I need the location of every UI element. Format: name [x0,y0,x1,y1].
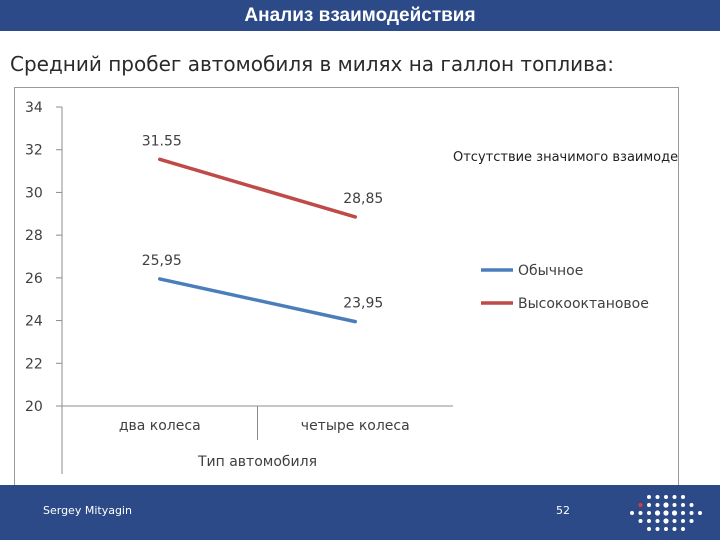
logo-dot [664,495,668,499]
logo-dot [647,527,651,531]
logo-dot [630,511,634,515]
series-line-0 [158,277,357,324]
logo-dot [647,503,651,507]
logo-dot [654,510,661,516]
page-number: 52 [556,504,570,517]
data-label: 23,95 [343,296,383,312]
y-tick-label: 30 [25,185,43,201]
logo-dot [672,519,677,523]
logo-dot [655,495,660,499]
data-point [158,157,162,161]
y-tick-label: 32 [25,143,43,159]
y-tick-label: 26 [25,271,43,287]
data-label: 28,85 [343,191,383,207]
data-point [158,277,162,281]
logo-dot [681,519,685,523]
logo-dot [672,503,677,507]
logo-dot [663,518,669,524]
logo-dot [681,495,685,499]
logo-dot [663,502,669,508]
logo-dot [681,527,685,531]
logo-dot [698,511,702,515]
logo-dot [647,519,651,523]
slide-title: Анализ взаимодействия [0,0,720,31]
y-tick-label: 22 [25,356,43,372]
data-label: 31.55 [142,133,182,149]
data-label: 25,95 [142,253,182,269]
y-tick-label: 34 [25,100,43,116]
logo-dot [655,519,660,523]
logo-dot [681,503,685,507]
logo-dot [638,519,643,523]
y-tick-label: 28 [25,228,43,244]
logo-dot [655,503,660,507]
chart-annotation: Отсутствие значимого взаимодейст [453,150,678,165]
data-point [353,215,357,219]
slide-footer: Sergey Mityagin 52 [0,485,720,540]
legend-label: Высокооктановое [518,296,649,312]
logo-dot [681,511,685,515]
logo-dot [647,495,651,499]
x-tick-label: четыре колеса [301,418,410,434]
y-tick-label: 20 [25,399,43,415]
logo-dot [638,503,643,507]
data-point [353,320,357,324]
logo-dot [655,527,660,531]
x-axis-title: Тип автомобиля [197,454,317,470]
logo-dot [689,503,694,507]
y-tick-label: 24 [25,314,43,330]
logo-dot [671,510,678,516]
slide-subtitle: Средний пробег автомобиля в милях на гал… [10,52,614,76]
x-tick-label: два колеса [119,418,201,434]
logo-dot [689,519,694,523]
logo-dot [647,511,651,515]
chart-area: 20 22 24 26 28 30 32 34 два колеса четыре колеса Т… [14,87,679,487]
footer-author: Sergey Mityagin [43,504,132,517]
legend-label: Обычное [518,263,583,279]
logo-dot [638,511,643,515]
dot-grid-logo-icon [630,495,702,531]
logo-dot [672,495,677,499]
series-line-1 [158,157,357,219]
logo-dot [664,527,668,531]
logo-dot [672,527,677,531]
logo-dot [689,511,694,515]
logo-dot [663,510,669,516]
line-chart: 20 22 24 26 28 30 32 34 два колеса четыре колеса Т… [25,100,678,474]
